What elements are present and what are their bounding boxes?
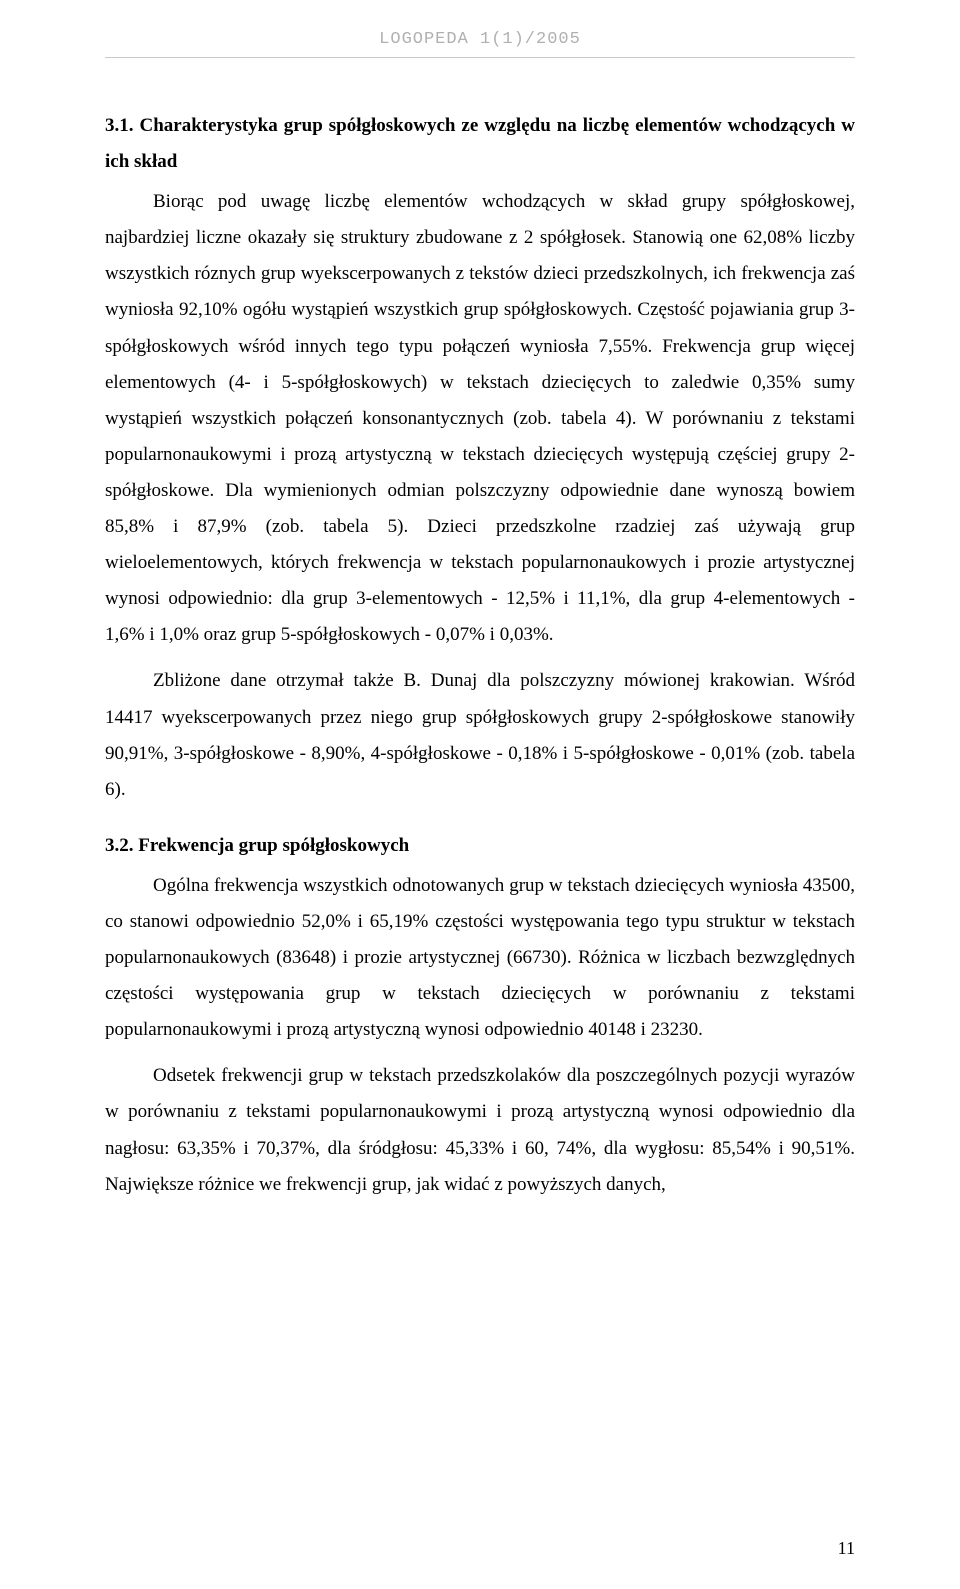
section-3-1-paragraph-2: Zbliżone dane otrzymał także B. Dunaj dl… bbox=[105, 663, 855, 807]
section-3-2-paragraph-2: Odsetek frekwencji grup w tekstach przed… bbox=[105, 1058, 855, 1202]
section-number: 3.1. bbox=[105, 115, 134, 136]
header-divider bbox=[105, 57, 855, 58]
page-number: 11 bbox=[838, 1538, 855, 1559]
section-3-1-heading: 3.1. Charakterystyka grup spółgłoskowych… bbox=[105, 108, 855, 180]
section-3-1-paragraph-1: Biorąc pod uwagę liczbę elementów wchodz… bbox=[105, 184, 855, 653]
section-3-2-heading: 3.2. Frekwencja grup spółgłoskowych bbox=[105, 828, 855, 864]
section-3-2-paragraph-1: Ogólna frekwencja wszystkich odnotowanyc… bbox=[105, 868, 855, 1048]
section-number: 3.2. bbox=[105, 835, 134, 856]
journal-header: LOGOPEDA 1(1)/2005 bbox=[105, 30, 855, 49]
page: LOGOPEDA 1(1)/2005 3.1. Charakterystyka … bbox=[0, 0, 960, 1589]
section-title: Charakterystyka grup spółgłoskowych ze w… bbox=[105, 115, 855, 172]
section-title: Frekwencja grup spółgłoskowych bbox=[134, 835, 410, 856]
